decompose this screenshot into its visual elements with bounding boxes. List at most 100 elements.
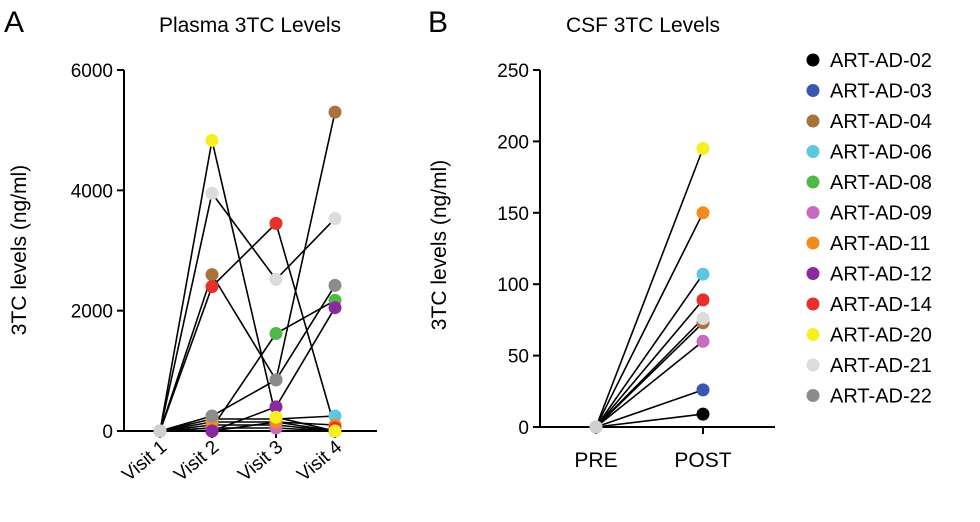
legend-marker — [806, 297, 820, 311]
panel-b-data-point — [696, 293, 710, 307]
panel-a-x-tick-label: Visit 1 — [118, 437, 171, 486]
panel-a-y-tick-label: 4000 — [71, 181, 113, 202]
legend-label: ART-AD-20 — [830, 325, 932, 347]
panel-b-series-line — [595, 389, 704, 428]
panel-b-series-line — [595, 273, 704, 428]
panel-a-data-point — [328, 409, 342, 423]
legend-label: ART-AD-21 — [830, 355, 932, 377]
panel-a-data-point — [328, 278, 342, 292]
legend-label: ART-AD-02 — [830, 50, 932, 72]
panel-b-data-point — [696, 267, 710, 281]
legend-marker — [806, 175, 820, 189]
panel-a-y-tick-label: 2000 — [71, 302, 113, 323]
panel-b-y-tick-label: 100 — [497, 275, 529, 296]
legend-label: ART-AD-14 — [830, 294, 932, 316]
legend-marker — [806, 328, 820, 341]
panel-letter-a: A — [4, 6, 24, 39]
panel-a-x-tick-label: Visit 4 — [293, 436, 346, 485]
panel-b-y-tick-label: 50 — [508, 347, 529, 368]
panel-b-data-point — [696, 407, 710, 421]
panel-b-title: CSF 3TC Levels — [566, 14, 720, 37]
legend-marker — [806, 145, 820, 158]
panel-b-series-line — [595, 299, 704, 428]
panel-a-data-point — [269, 373, 283, 387]
panel-a-series-line — [159, 284, 336, 432]
legend-label: ART-AD-04 — [830, 111, 932, 133]
legend: ART-AD-02 ART-AD-03 ART-AD-04 ART-AD-06 ART-… — [806, 50, 932, 408]
panel-a-data-point — [269, 327, 283, 340]
panel-letter-b: B — [428, 6, 448, 39]
legend-label: ART-AD-11 — [830, 233, 930, 255]
panel-b-y-tick-label: 250 — [497, 61, 529, 82]
panel-b-series-line — [595, 317, 704, 428]
panel-a-data-point — [205, 424, 219, 438]
panel-a-data-point — [205, 409, 219, 423]
panel-b-ylabel: 3TC levels (ng/ml) — [428, 160, 451, 330]
legend-marker — [806, 53, 820, 67]
panel-b-data-point — [696, 312, 710, 325]
panel-a-data-point — [328, 105, 342, 119]
panel-a-data-point — [269, 410, 283, 424]
legend-label: ART-AD-22 — [830, 386, 932, 408]
panel-a-y-tick-label: 0 — [102, 422, 113, 443]
panel-b-x-tick-label: POST — [674, 449, 731, 472]
legend-label: ART-AD-09 — [830, 203, 932, 225]
panel-a-lines — [159, 111, 336, 432]
panel-a-data-point — [205, 133, 219, 147]
legend-marker — [806, 114, 820, 128]
panel-b-data-point — [696, 383, 710, 397]
panel-b-y-tick-label: 0 — [518, 418, 529, 439]
panel-b-points — [589, 142, 710, 434]
panel-b-csf: B CSF 3TC Levels 3TC levels (ng/ml) 0 50 1… — [428, 6, 775, 472]
legend-marker — [806, 267, 820, 280]
panel-a-data-point — [328, 424, 342, 438]
panel-b-series-line — [595, 148, 704, 428]
panel-a-x-tick-label: Visit 2 — [170, 437, 223, 486]
panel-b-x-tick-label: PRE — [574, 449, 617, 472]
legend-marker — [806, 358, 820, 372]
panel-a-series-line — [160, 307, 336, 432]
panel-b-data-point — [696, 206, 710, 220]
panel-a-data-point — [205, 280, 219, 294]
panel-b-y-tick-label: 150 — [497, 204, 529, 225]
panel-a-data-point — [269, 216, 283, 230]
panel-b-data-point — [696, 334, 710, 348]
legend-marker — [806, 206, 820, 219]
legend-marker — [806, 389, 820, 402]
panel-a-series-line — [159, 191, 336, 432]
panel-a-data-point — [269, 400, 283, 414]
panel-a-data-point — [328, 301, 342, 315]
panel-a-series-line — [159, 111, 336, 432]
legend-marker — [806, 236, 820, 250]
panel-b-lines — [595, 148, 704, 428]
panel-a-series-line — [159, 427, 336, 432]
legend-label: ART-AD-08 — [830, 172, 932, 194]
panel-a-data-point — [269, 272, 283, 286]
panel-b-data-point — [696, 142, 710, 155]
panel-a-data-point — [205, 268, 219, 282]
panel-b-series-line — [595, 413, 704, 428]
panel-a-data-point — [328, 212, 342, 226]
panel-b-series-line — [595, 212, 704, 428]
panel-b-series-line — [595, 340, 704, 428]
panel-a-data-point — [205, 186, 219, 200]
panel-b-axes: 0 50 100 150 200 250 PRE POST — [497, 61, 775, 472]
panel-a-series-line — [159, 140, 336, 432]
legend-label: ART-AD-06 — [830, 142, 932, 164]
panel-a-points — [153, 105, 342, 438]
panel-b-y-tick-label: 200 — [497, 132, 529, 153]
panel-a-data-point — [153, 424, 167, 438]
panel-a-series-line — [159, 299, 336, 432]
panel-a-series-line — [159, 221, 336, 432]
panel-a-x-tick-label: Visit 3 — [234, 437, 287, 486]
panel-a-title: Plasma 3TC Levels — [159, 14, 341, 37]
panel-a-ylabel: 3TC levels (ng/ml) — [8, 165, 31, 335]
panel-a-y-tick-label: 6000 — [71, 61, 113, 82]
legend-label: ART-AD-12 — [830, 264, 932, 286]
panel-a-series-line — [159, 424, 336, 432]
legend-label: ART-AD-03 — [830, 81, 932, 103]
panel-a-plasma: A Plasma 3TC Levels 3TC levels (ng/ml) 0… — [4, 6, 377, 486]
panel-b-data-point — [589, 420, 603, 434]
legend-marker — [806, 84, 820, 97]
